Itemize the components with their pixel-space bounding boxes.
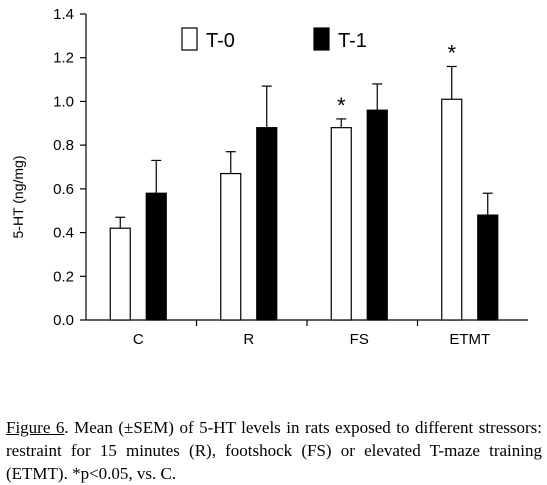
legend-label-t-1: T-1	[338, 30, 367, 52]
legend-label-t-0: T-0	[206, 30, 235, 52]
figure-caption: Figure 6. Mean (±SEM) of 5-HT levels in …	[6, 416, 542, 485]
y-tick-label-3: 0.6	[53, 181, 74, 198]
bar-chart: 0.0 0.2 0.4 0.6 0.8 1.0 1.2 1.4 5-HT (ng/mg) C R FS…	[10, 6, 528, 348]
x-tick-label-fs: FS	[350, 331, 369, 348]
significance-marker-1: *	[447, 40, 456, 65]
y-tick-label-6: 1.2	[53, 50, 74, 67]
figure-caption-text: . Mean (±SEM) of 5-HT levels in rats exp…	[6, 418, 542, 483]
significance-marker-0: *	[337, 93, 346, 118]
y-tick-label-7: 1.4	[53, 6, 74, 23]
x-tick-label-r: R	[243, 331, 254, 348]
legend-swatch-t-1	[313, 27, 330, 51]
x-tick-label-etmt: ETMT	[449, 331, 490, 348]
chart-svg: 0.0 0.2 0.4 0.6 0.8 1.0 1.2 1.4 5-HT (ng/mg) C R FS…	[10, 6, 528, 348]
y-tick-label-2: 0.4	[53, 225, 74, 242]
bar-t-1-fs	[366, 109, 388, 321]
y-tick-label-1: 0.2	[53, 268, 74, 285]
figure-caption-label: Figure 6	[6, 418, 65, 437]
bar-t-0-etmt	[441, 98, 463, 321]
bar-t-0-r	[220, 172, 242, 321]
y-tick-label-0: 0.0	[53, 312, 74, 329]
legend-swatch-t-0	[181, 27, 198, 51]
x-tick-label-c: C	[133, 331, 144, 348]
bar-t-1-r	[256, 127, 278, 321]
y-tick-label-4: 0.8	[53, 137, 74, 154]
bar-t-1-etmt	[477, 214, 499, 321]
y-tick-label-5: 1.0	[53, 93, 74, 110]
bar-t-0-fs	[330, 127, 352, 321]
bar-t-1-c	[145, 192, 167, 321]
bar-t-0-c	[109, 227, 131, 321]
y-axis-label: 5-HT (ng/mg)	[10, 156, 26, 239]
